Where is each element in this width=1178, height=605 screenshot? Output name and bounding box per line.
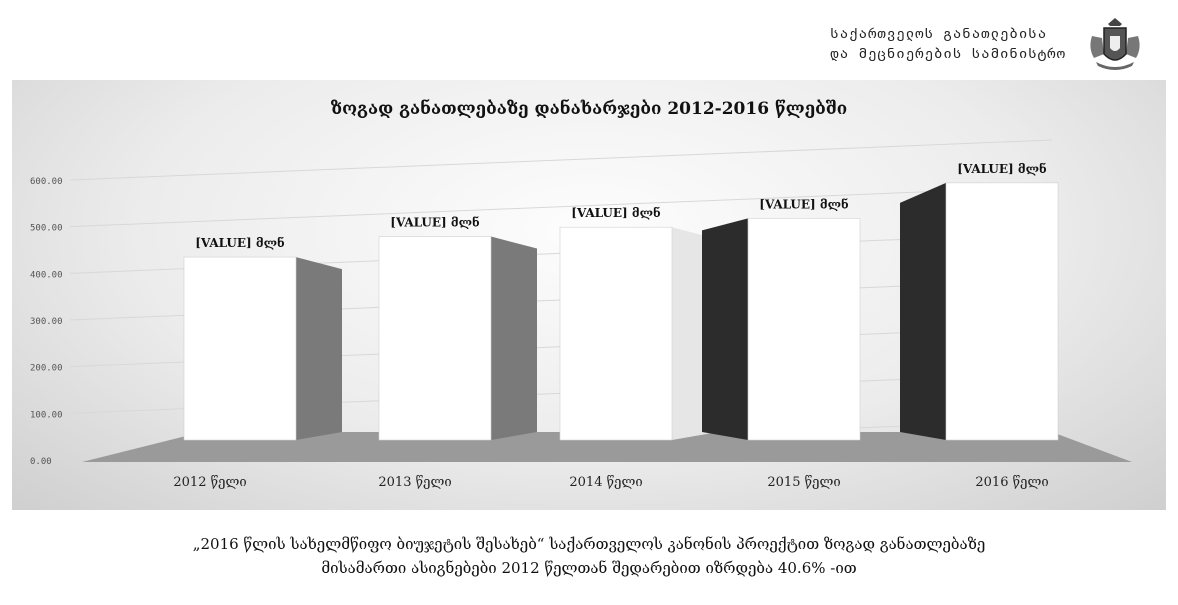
bar-data-label: [VALUE] მლნ [195,235,285,250]
bar-front [183,256,297,441]
chart-floor [82,432,1132,462]
chart-caption: „2016 წლის სახელმწიფო ბიუჯეტის შესახებ“ … [40,532,1138,580]
y-tick-label: 400.00 [30,270,63,280]
bars: [VALUE] მლნ [VALUE] მლნ [VALUE] მლნ [VALUE]… [183,161,1059,441]
bar-data-label: [VALUE] მლნ [759,196,849,211]
bar-3: [VALUE] მლნ [702,196,861,441]
bar-side [296,257,342,440]
y-tick-label: 300.00 [30,317,63,327]
chart-title: ზოგად განათლებაზე დანახარჯები 2012-2016 … [331,98,847,119]
bar-front [945,182,1059,441]
x-tick-label: 2016 წელი [975,475,1048,490]
bar-4: [VALUE] მლნ [900,161,1059,441]
bar-1: [VALUE] მლნ [378,215,537,441]
y-tick-label: 600.00 [30,177,63,187]
x-tick-label: 2014 წელი [569,475,642,490]
ministry-name: საქართველოს განათლებისა და მეცნიერების ს… [830,24,1066,64]
caption-line1: „2016 წლის სახელმწიფო ბიუჯეტის შესახებ“ … [192,535,986,553]
grid-line [69,139,1053,181]
bar-data-label: [VALUE] მლნ [957,161,1047,176]
y-axis-ticks: 0.00 100.00 200.00 300.00 400.00 500.00 600.00 [30,177,63,467]
bar-0: [VALUE] მლნ [183,235,342,441]
bar-2: [VALUE] მლნ [559,205,718,441]
bar-side [900,182,946,440]
header: საქართველოს განათლებისა და მეცნიერების ს… [738,14,1158,78]
bar-side [702,218,748,440]
ministry-name-line1: საქართველოს განათლებისა [830,26,1048,42]
y-tick-label: 100.00 [30,410,63,420]
x-axis-ticks: 2012 წელი 2013 წელი 2014 წელი 2015 წელი 2016… [173,475,1048,490]
ministry-name-line2: და მეცნიერების სამინისტრო [830,46,1066,62]
coat-of-arms-icon [1090,18,1140,70]
bar-chart: ზოგად განათლებაზე დანახარჯები 2012-2016 … [30,98,1132,490]
x-tick-label: 2013 წელი [378,475,451,490]
bar-front [378,236,492,441]
grid-line [69,186,1053,228]
x-tick-label: 2015 წელი [767,475,840,490]
bar-side [491,236,537,440]
x-tick-label: 2012 წელი [173,475,246,490]
y-tick-label: 500.00 [30,224,63,234]
bar-data-label: [VALUE] მლნ [390,215,480,230]
bar-front [747,218,861,441]
bar-front [559,226,673,441]
y-tick-label: 0.00 [30,457,52,467]
caption-line2: მისამართი ასიგნებები 2012 წელთან შედარებ… [321,559,857,577]
chart-panel: ზოგად განათლებაზე დანახარჯები 2012-2016 … [12,80,1166,510]
floor-plane [82,432,1132,462]
bar-data-label: [VALUE] მლნ [571,205,661,220]
y-tick-label: 200.00 [30,364,63,374]
